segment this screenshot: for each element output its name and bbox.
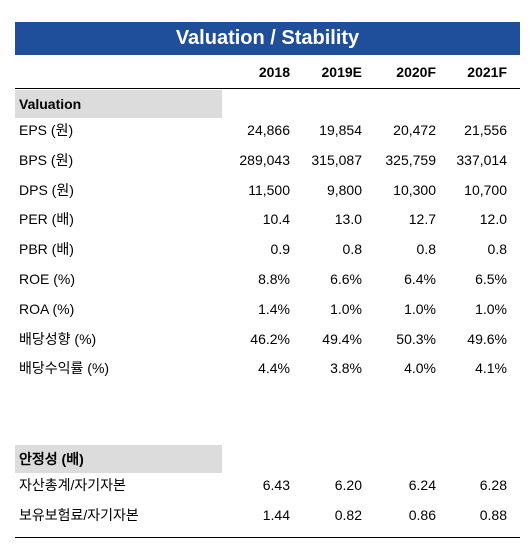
section-title: Valuation — [19, 96, 82, 112]
cell-value: 289,043 — [239, 151, 290, 168]
cell-value: 6.4% — [404, 271, 436, 287]
cell-value: 6.6% — [330, 271, 362, 287]
cell-value: 11,500 — [248, 181, 290, 198]
cell-value: 1.44 — [262, 506, 290, 523]
row-label: 보유보험료/자기자본 — [19, 506, 139, 523]
cell-value: 0.8 — [487, 241, 507, 258]
cell-value: 24,866 — [247, 122, 290, 138]
cell-value: 337,014 — [456, 151, 507, 168]
section-band — [15, 445, 222, 473]
cell-value: 6.43 — [262, 477, 290, 493]
column-header: 2020F — [396, 64, 436, 80]
cell-value: 325,759 — [385, 151, 436, 168]
row-label: ROE (%) — [19, 271, 75, 287]
cell-value: 8.8% — [258, 271, 290, 287]
bottom-rule — [15, 537, 520, 538]
cell-value: 19,854 — [319, 122, 362, 138]
row-label: DPS (원) — [19, 181, 74, 198]
row-label: PER (배) — [19, 211, 74, 228]
row-label: EPS (원) — [19, 122, 74, 138]
row-label: 자산총계/자기자본 — [19, 477, 126, 493]
cell-value: 20,472 — [393, 122, 436, 138]
column-header: 2021F — [467, 64, 507, 80]
cell-value: 1.0% — [404, 300, 436, 317]
row-label: BPS (원) — [19, 151, 74, 168]
cell-value: 6.5% — [475, 271, 507, 287]
row-label: ROA (%) — [19, 300, 75, 317]
column-header: 2018 — [258, 64, 290, 80]
cell-value: 1.0% — [330, 300, 362, 317]
cell-value: 49.6% — [467, 330, 507, 347]
cell-value: 10.4 — [262, 211, 290, 228]
cell-value: 315,087 — [311, 151, 362, 168]
cell-value: 49.4% — [322, 330, 362, 347]
row-label: 배당성향 (%) — [19, 330, 97, 347]
row-label: 배당수익률 (%) — [19, 360, 110, 377]
cell-value: 0.8 — [342, 241, 362, 258]
cell-value: 4.0% — [404, 360, 436, 377]
cell-value: 50.3% — [396, 330, 436, 347]
cell-value: 1.0% — [475, 300, 507, 317]
header-rule — [15, 88, 520, 89]
cell-value: 0.86 — [408, 506, 436, 523]
cell-value: 6.20 — [334, 477, 362, 493]
cell-value: 21,556 — [464, 122, 507, 138]
cell-value: 46.2% — [250, 330, 290, 347]
cell-value: 0.8 — [416, 241, 436, 258]
cell-value: 4.4% — [258, 360, 290, 377]
cell-value: 6.24 — [408, 477, 436, 493]
column-header: 2019E — [321, 64, 362, 80]
cell-value: 10,300 — [393, 181, 436, 198]
section-title: 안정성 (배) — [19, 451, 84, 467]
cell-value: 12.7 — [408, 211, 436, 228]
cell-value: 0.88 — [479, 506, 507, 523]
cell-value: 0.9 — [270, 241, 290, 258]
cell-value: 13.0 — [334, 211, 362, 228]
section-band — [15, 90, 222, 118]
cell-value: 3.8% — [330, 360, 362, 377]
cell-value: 6.28 — [479, 477, 507, 493]
cell-value: 10,700 — [464, 181, 507, 198]
cell-value: 4.1% — [475, 360, 507, 377]
cell-value: 12.0 — [479, 211, 507, 228]
row-label: PBR (배) — [19, 241, 74, 258]
cell-value: 1.4% — [258, 300, 290, 317]
cell-value: 9,800 — [326, 181, 362, 198]
cell-value: 0.82 — [334, 506, 362, 523]
table-title: Valuation / Stability — [15, 22, 520, 55]
